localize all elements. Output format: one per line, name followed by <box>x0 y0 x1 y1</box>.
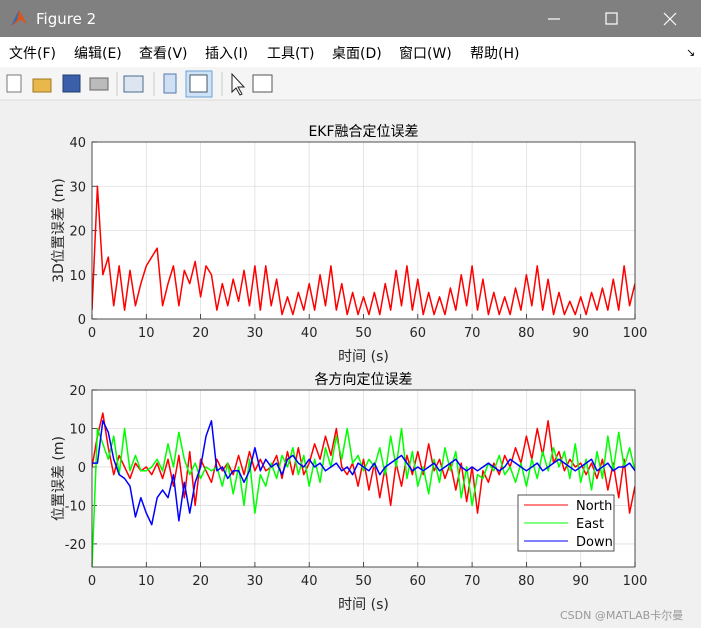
y-tick-label: 0 <box>78 461 86 476</box>
menu-item[interactable]: 窗口(W) <box>399 45 452 62</box>
x-tick-label: 10 <box>138 326 155 341</box>
x-tick-label: 30 <box>247 574 264 589</box>
menu-item[interactable]: 编辑(E) <box>74 46 122 62</box>
property-icon[interactable] <box>252 74 273 93</box>
y-tick-label: 0 <box>78 313 86 328</box>
maximize-button[interactable] <box>605 12 618 25</box>
legend-icon[interactable] <box>189 74 208 93</box>
y-tick-label: -20 <box>65 538 86 553</box>
title-bar <box>0 0 701 37</box>
x-tick-label: 50 <box>355 326 372 341</box>
window-title: Figure 2 <box>36 10 96 28</box>
y-tick-label: -10 <box>65 499 86 514</box>
x-tick-label: 90 <box>572 574 589 589</box>
legend-label: East <box>576 517 604 532</box>
chart-title: EKF融合定位误差 <box>308 124 418 140</box>
pointer-icon[interactable] <box>231 72 246 96</box>
data-line <box>92 420 635 526</box>
axes-box <box>91 389 636 568</box>
legend-label: North <box>576 499 612 514</box>
x-tick-label: 30 <box>247 326 264 341</box>
x-tick-label: 20 <box>192 326 209 341</box>
menu-bar <box>0 37 701 67</box>
x-axis-label: 时间 (s) <box>338 349 389 365</box>
x-tick-label: 90 <box>572 326 589 341</box>
link-icon[interactable] <box>123 75 144 93</box>
x-tick-label: 70 <box>464 326 481 341</box>
menu-item[interactable]: 查看(V) <box>139 46 188 62</box>
app-icon <box>11 10 27 26</box>
menu-item[interactable]: 插入(I) <box>205 46 248 62</box>
save-icon[interactable] <box>62 74 81 93</box>
data-line <box>92 185 635 316</box>
y-axis-label: 3D位置误差 (m) <box>51 178 67 283</box>
x-tick-label: 60 <box>410 326 427 341</box>
x-tick-label: 100 <box>623 326 648 341</box>
colorbar-icon[interactable] <box>163 73 177 94</box>
toolbar-icons <box>6 70 273 98</box>
menu-item[interactable]: 帮助(H) <box>470 46 519 62</box>
x-tick-label: 60 <box>410 574 427 589</box>
x-tick-label: 20 <box>192 574 209 589</box>
y-tick-label: 10 <box>69 422 86 437</box>
new-icon[interactable] <box>6 74 22 93</box>
x-tick-label: 0 <box>88 326 96 341</box>
x-tick-label: 70 <box>464 574 481 589</box>
y-tick-label: 10 <box>69 269 86 284</box>
data-line <box>92 427 635 567</box>
chart-title: 各方向定位误差 <box>315 372 413 388</box>
x-tick-label: 0 <box>88 574 96 589</box>
x-tick-label: 10 <box>138 574 155 589</box>
watermark: CSDN @MATLAB卡尔曼 <box>560 609 683 622</box>
close-button[interactable] <box>663 12 677 26</box>
x-axis-label: 时间 (s) <box>338 597 389 613</box>
y-tick-label: 20 <box>69 225 86 240</box>
y-axis-label: 位置误差 (m) <box>51 436 67 521</box>
print-icon[interactable] <box>89 77 109 91</box>
y-tick-label: 40 <box>69 136 86 151</box>
x-tick-label: 40 <box>301 574 318 589</box>
axes-box <box>91 141 636 320</box>
legend-label: Down <box>576 535 613 550</box>
y-tick-label: 30 <box>69 180 86 195</box>
data-line <box>92 412 635 514</box>
menu-item[interactable]: 桌面(D) <box>332 46 382 62</box>
open-icon[interactable] <box>32 78 52 93</box>
menu-item[interactable]: 文件(F) <box>9 46 56 62</box>
x-tick-label: 50 <box>355 574 372 589</box>
menu-dock-arrow[interactable]: ↘ <box>686 46 695 59</box>
x-tick-label: 80 <box>518 574 535 589</box>
y-tick-label: 20 <box>69 384 86 399</box>
menu-item[interactable]: 工具(T) <box>267 46 314 62</box>
x-tick-label: 40 <box>301 326 318 341</box>
x-tick-label: 80 <box>518 326 535 341</box>
x-tick-label: 100 <box>623 574 648 589</box>
